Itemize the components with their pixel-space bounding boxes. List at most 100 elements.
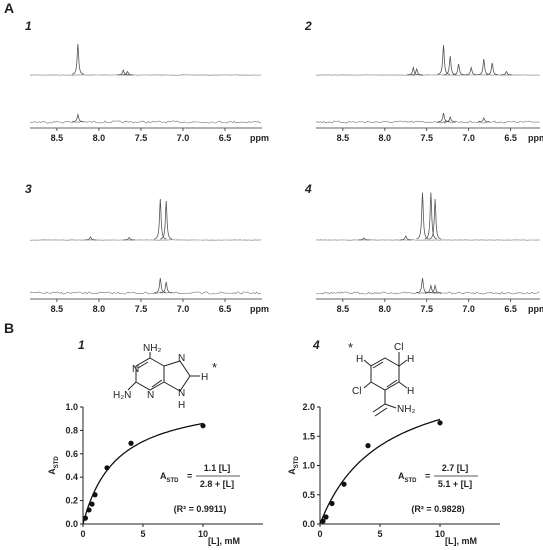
x-axis-label: ppm (528, 133, 543, 143)
peak (154, 198, 167, 240)
atom-label: H (356, 354, 363, 365)
y-tick-label: 0.0 (302, 519, 315, 529)
x-tick-label: 6.5 (219, 304, 232, 314)
peak (465, 66, 478, 76)
atom-label: * (348, 340, 353, 355)
x-tick-label: 8.0 (93, 304, 106, 314)
equation-sign: = (187, 471, 192, 481)
x-tick-label: 7.0 (462, 304, 475, 314)
peak (117, 68, 130, 76)
y-tick-label: 2.0 (302, 402, 315, 412)
x-axis-label: [L], mM (208, 536, 240, 546)
equation-lhs: ASTD (398, 471, 417, 484)
x-tick-label: 7.5 (135, 304, 148, 314)
atom-label: * (212, 360, 217, 375)
x-tick-label: 6.5 (504, 304, 517, 314)
atom-label: Cl (352, 386, 361, 397)
atom-label: N (132, 364, 139, 375)
x-tick-label: 8.0 (379, 304, 392, 314)
baseline-trace (315, 120, 540, 124)
x-tick-label: 5 (377, 529, 382, 539)
atom-label: NH₂ (397, 404, 415, 415)
y-tick-label: 0.5 (302, 490, 315, 500)
peak (71, 43, 84, 75)
peak (407, 66, 420, 76)
equation-sign: = (425, 471, 430, 481)
peak (123, 236, 136, 241)
atom-label: N (178, 388, 185, 399)
equation-lhs-main: A (398, 471, 405, 481)
peak (424, 192, 438, 240)
peak (486, 62, 499, 76)
baseline-trace (29, 120, 262, 124)
panel-title: 1 (78, 338, 85, 352)
data-point (128, 440, 134, 446)
x-tick-label: 5 (140, 529, 145, 539)
peak (121, 70, 134, 76)
data-point (341, 481, 347, 487)
peak (416, 277, 429, 294)
data-point (437, 420, 443, 426)
x-tick-label: 10 (198, 529, 208, 539)
panel-title: 4 (312, 338, 320, 352)
x-tick-label: 10 (435, 529, 445, 539)
x-axis-label: ppm (250, 304, 269, 314)
peak (428, 198, 442, 240)
peak (444, 115, 457, 123)
peak (160, 281, 173, 294)
peak (416, 192, 429, 240)
peak (71, 113, 84, 123)
y-axis-label-main: A (287, 468, 297, 475)
peak (437, 44, 450, 75)
y-tick-label: 1.5 (302, 431, 315, 441)
panel-title: 1 (25, 19, 32, 33)
x-tick-label: 8.0 (93, 133, 106, 143)
equation-lhs-sub: STD (167, 478, 180, 484)
x-tick-label: 7.0 (177, 133, 190, 143)
x-tick-label: 7.5 (135, 133, 148, 143)
equation-lhs-sub: STD (405, 478, 418, 484)
x-axis-label: ppm (250, 133, 269, 143)
x-axis-label: [L], mM (445, 536, 477, 546)
panel-title: 2 (304, 19, 312, 33)
peak (437, 112, 450, 123)
panel-label: B (4, 320, 14, 336)
data-point (200, 423, 206, 429)
peak (154, 277, 167, 294)
x-tick-label: 7.5 (420, 304, 433, 314)
y-tick-label: 0.2 (65, 496, 78, 506)
equation-lhs: ASTD (160, 471, 179, 484)
data-point (323, 514, 329, 520)
structure (363, 352, 408, 417)
y-tick-label: 0.4 (65, 472, 78, 482)
panel-label: A (4, 0, 14, 16)
x-tick-label: 0 (317, 529, 322, 539)
equation-r2: (R² = 0.9911) (174, 504, 227, 514)
data-point (329, 500, 335, 507)
fit-curve (319, 418, 441, 525)
x-tick-label: 8.5 (51, 133, 64, 143)
fit-curve (82, 422, 204, 525)
baseline-trace (29, 291, 262, 295)
atom-label: N (147, 390, 154, 401)
y-tick-label: 0.8 (65, 425, 78, 435)
peak (477, 117, 490, 123)
data-point (320, 518, 326, 524)
x-tick-label: 8.0 (379, 133, 392, 143)
panel-title: 3 (25, 182, 32, 196)
atom-label: Cl (394, 342, 403, 353)
y-axis-label-sub: STD (54, 456, 60, 469)
peak (444, 55, 457, 75)
peak (84, 236, 97, 241)
equation-numerator: 2.7 [L] (442, 463, 469, 473)
x-tick-label: 7.5 (420, 133, 433, 143)
data-point (92, 492, 98, 498)
peak (500, 70, 513, 76)
y-tick-label: 1.0 (302, 461, 315, 471)
peak (410, 67, 423, 76)
atom-label: N (178, 353, 185, 364)
peak (424, 284, 437, 294)
equation-denominator: 2.8 + [L] (200, 479, 234, 489)
y-axis-label-sub: STD (294, 456, 300, 469)
